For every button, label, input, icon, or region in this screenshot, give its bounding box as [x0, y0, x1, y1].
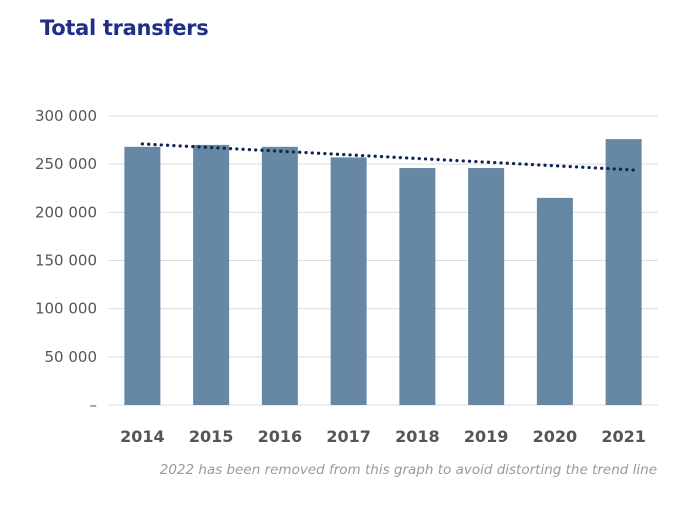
- bar-2017: [330, 157, 367, 405]
- x-tick-label: 2019: [464, 427, 509, 446]
- bar-2019: [468, 168, 505, 405]
- bar-2015: [193, 144, 230, 405]
- trend-line-group: [140, 142, 636, 172]
- bars: [124, 139, 642, 405]
- trend-line: [140, 142, 636, 172]
- y-axis-tick-labels: – 50 000 100 000 150 000 200 000 250 000 300 0…: [35, 107, 97, 414]
- y-tick-label: 300 000: [35, 107, 97, 125]
- x-tick-label: 2020: [533, 427, 578, 446]
- y-tick-label: 250 000: [35, 155, 97, 173]
- y-tick-label: 150 000: [35, 252, 97, 270]
- y-tick-label: 200 000: [35, 203, 97, 221]
- x-tick-label: 2015: [189, 427, 234, 446]
- chart-footnote: 2022 has been removed from this graph to…: [159, 462, 657, 478]
- chart-title: Total transfers: [40, 16, 209, 40]
- gridlines: [108, 115, 658, 406]
- x-tick-label: 2016: [258, 427, 303, 446]
- bar-2018: [399, 168, 436, 405]
- x-tick-label: 2018: [395, 427, 440, 446]
- x-tick-label: 2014: [120, 427, 165, 446]
- x-tick-label: 2017: [326, 427, 371, 446]
- bar-2021: [605, 139, 642, 405]
- bar-2014: [124, 146, 161, 405]
- bar-2020: [536, 197, 573, 405]
- x-tick-label: 2021: [601, 427, 646, 446]
- y-tick-label: 50 000: [45, 348, 98, 366]
- y-tick-label: 100 000: [35, 300, 97, 318]
- bar-2016: [261, 146, 298, 405]
- x-axis-tick-labels: 2014 2015 2016 2017 2018 2019 2020 2021: [120, 427, 646, 446]
- y-tick-label: –: [90, 396, 98, 414]
